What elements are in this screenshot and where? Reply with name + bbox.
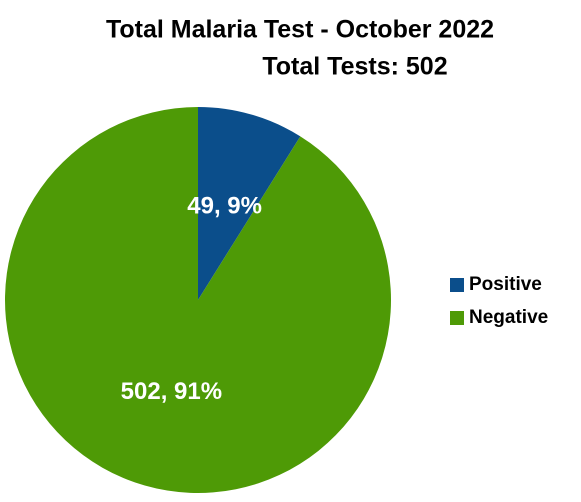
legend-label: Negative xyxy=(469,307,548,328)
pie-slice xyxy=(4,106,391,493)
chart-title: Total Malaria Test - October 2022 xyxy=(106,16,494,44)
chart-subtitle: Total Tests: 502 xyxy=(262,53,447,81)
legend-swatch xyxy=(450,278,464,292)
data-label: 502, 91% xyxy=(121,378,222,405)
data-label: 49, 9% xyxy=(187,193,262,220)
legend-swatch xyxy=(450,311,464,325)
legend-label: Positive xyxy=(469,274,542,295)
pie-slice xyxy=(198,107,301,300)
